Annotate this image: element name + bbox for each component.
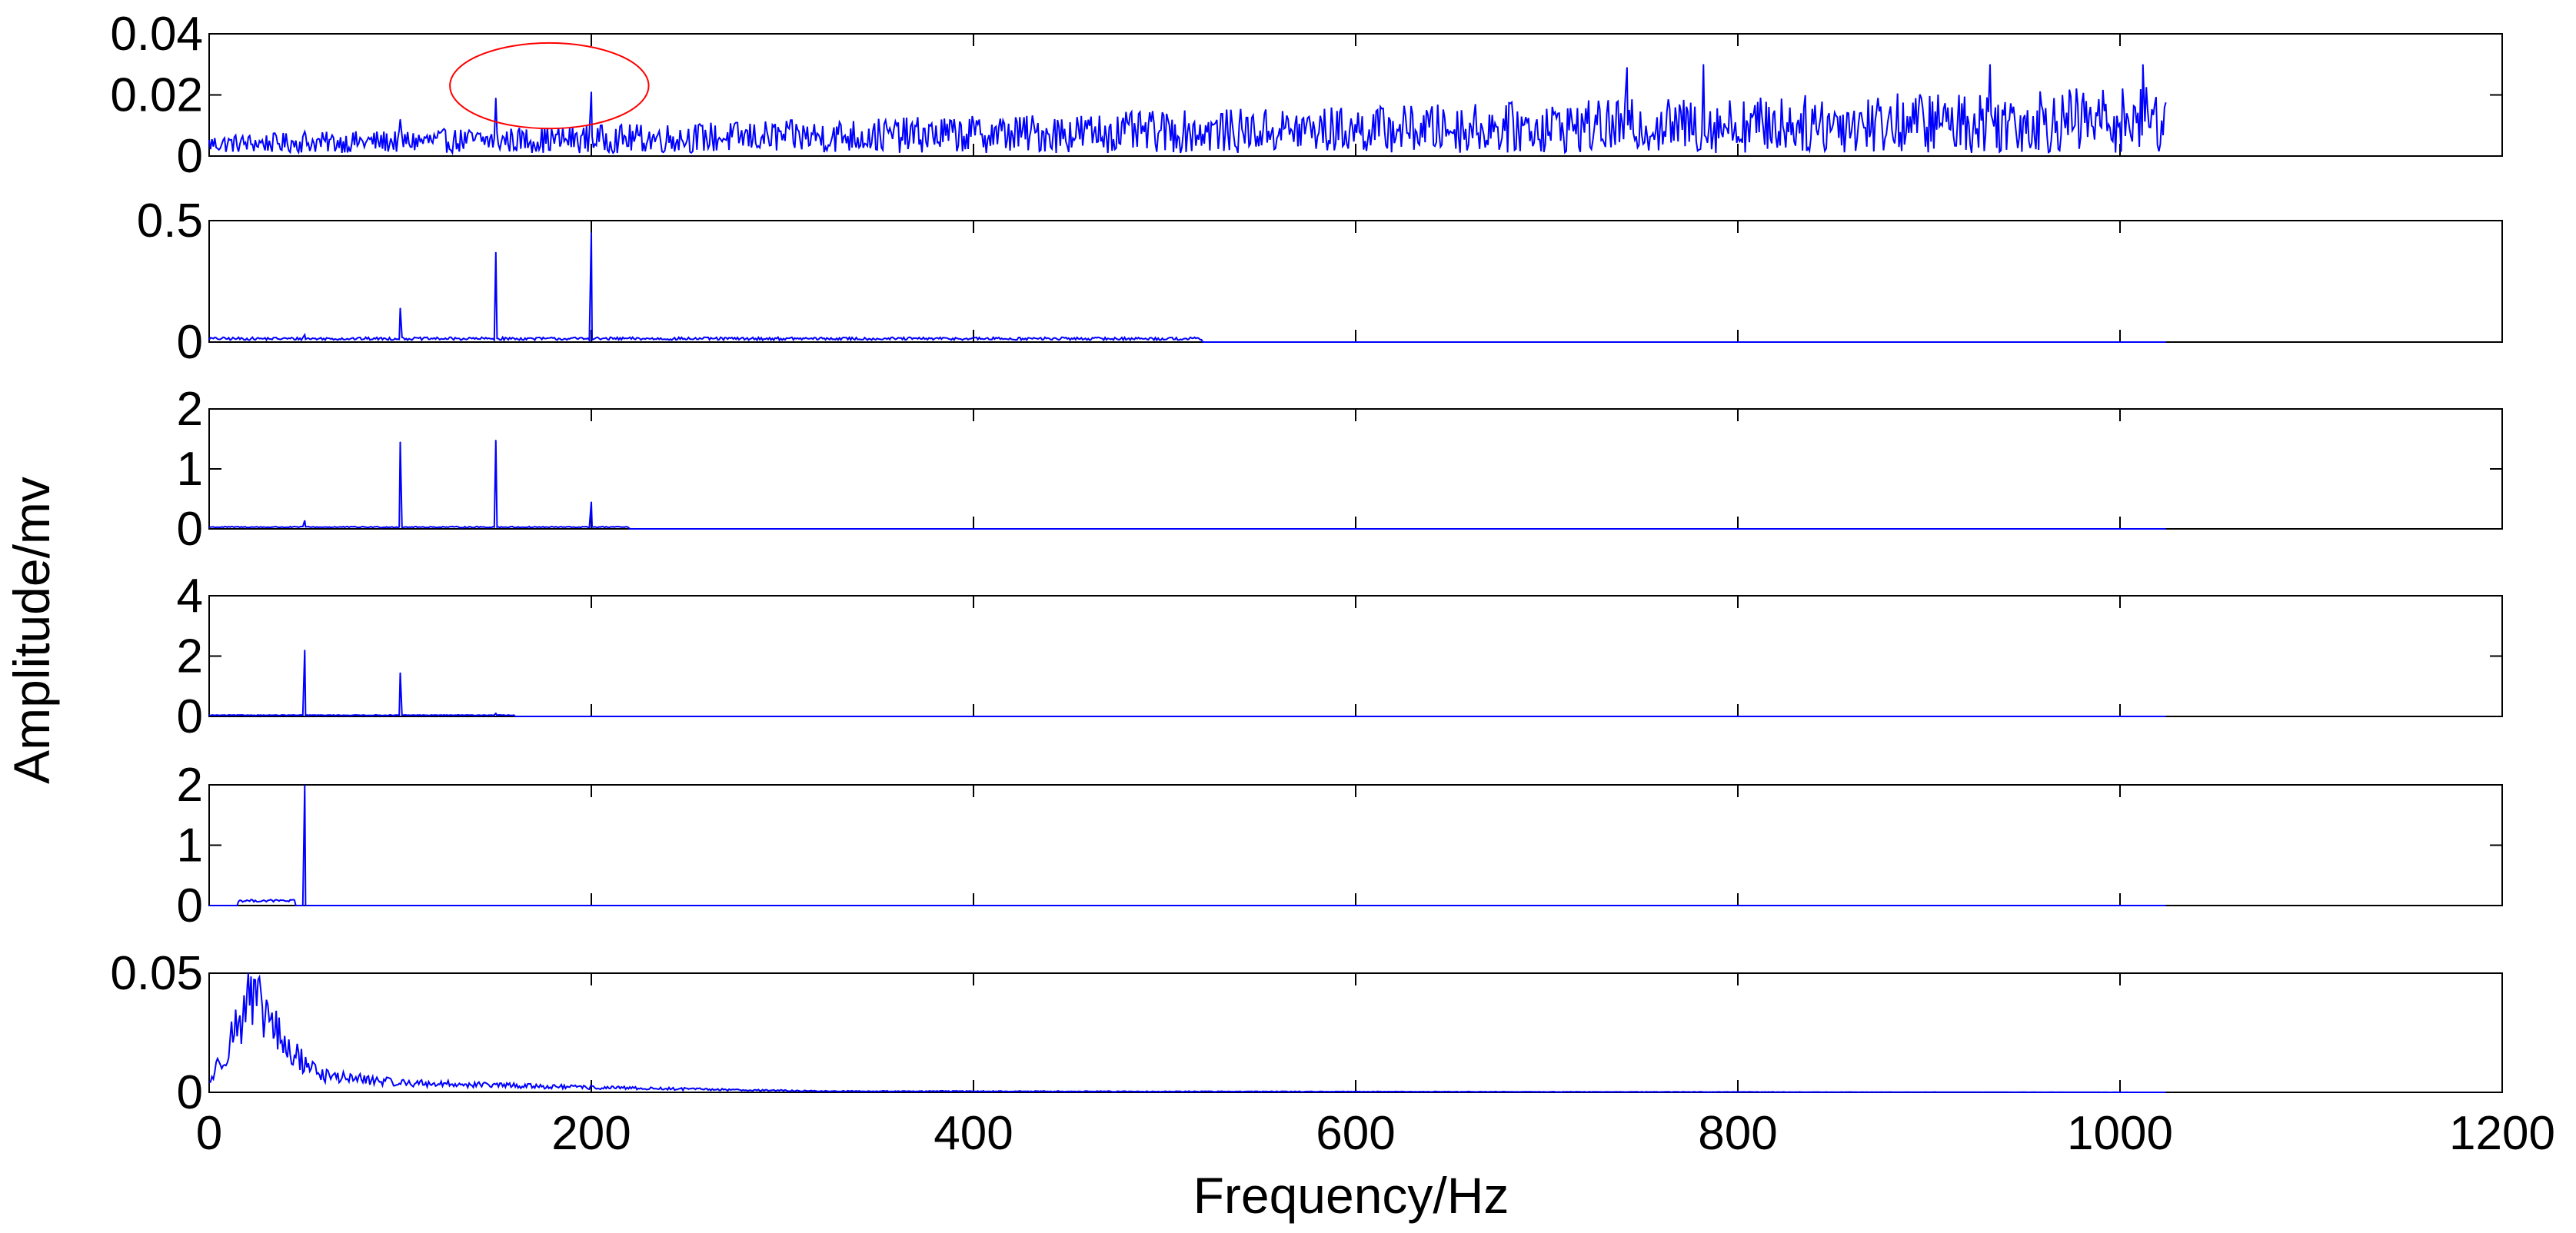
y-tick-label: 0.5 (137, 194, 203, 248)
series-line (208, 232, 2166, 343)
peak-point (495, 251, 497, 253)
y-tick-label: 0.05 (110, 947, 203, 1000)
series-line (208, 972, 2166, 1094)
y-tick-label: 0 (177, 130, 203, 183)
y-tick-label: 0 (177, 690, 203, 743)
peak-point (591, 91, 592, 93)
y-tick-label: 0.02 (110, 69, 203, 122)
x-tick-label: 600 (1316, 1107, 1395, 1160)
y-tick-label: 0 (177, 316, 203, 369)
y-tick-label: 1 (177, 443, 203, 496)
x-tick-label: 800 (1698, 1107, 1777, 1160)
y-tick-label: 0 (177, 503, 203, 556)
subplot-1: 0 0.02 0.04 (110, 8, 2503, 183)
series-line (209, 784, 2166, 906)
axes-box (208, 408, 2503, 530)
axes-box (208, 595, 2503, 717)
x-tick-label: 1000 (2067, 1107, 2173, 1160)
series-line (208, 440, 2166, 530)
x-tick-label: 1200 (2449, 1107, 2555, 1160)
y-tick-label: 0.04 (110, 8, 203, 61)
subplot-3: 0 1 2 (177, 383, 2503, 556)
x-tick-label: 200 (551, 1107, 631, 1160)
peak-point (1626, 67, 1628, 68)
peak-point (591, 501, 592, 503)
subplot-5: 0 1 2 (177, 759, 2503, 932)
highlight-ellipse (449, 42, 650, 130)
subplot-2: 00.5 (137, 194, 2503, 369)
peak-point (591, 232, 592, 234)
axes-box (208, 220, 2503, 343)
series-line (208, 650, 2166, 717)
y-tick-label: 0 (177, 1066, 203, 1119)
y-tick-label: 1 (177, 819, 203, 872)
peak-point (400, 118, 401, 120)
peak-point (1702, 64, 1704, 65)
series-line (208, 64, 2167, 156)
x-tick-label: 0 (196, 1107, 222, 1160)
peak-point (2142, 64, 2144, 65)
peak-point (400, 441, 401, 443)
subplot-6: 0 0.05 0 200 400 600 800 1000 1200 (110, 947, 2555, 1160)
axes-box (208, 784, 2503, 906)
peak-point (1989, 64, 1991, 65)
y-axis-title: Amplitude/mv (3, 477, 60, 784)
y-tick-label: 2 (177, 383, 203, 436)
peak-point (495, 713, 497, 714)
y-tick-label: 2 (177, 759, 203, 812)
y-tick-label: 4 (177, 570, 203, 623)
x-tick-label: 400 (934, 1107, 1013, 1160)
peak-point (400, 307, 401, 309)
y-tick-label: 0 (177, 879, 203, 932)
subplot-4: 0 2 4 (177, 570, 2503, 743)
axes-box (208, 972, 2503, 1093)
y-tick-label: 2 (177, 630, 203, 683)
x-axis-title: Frequency/Hz (1193, 1167, 1509, 1224)
